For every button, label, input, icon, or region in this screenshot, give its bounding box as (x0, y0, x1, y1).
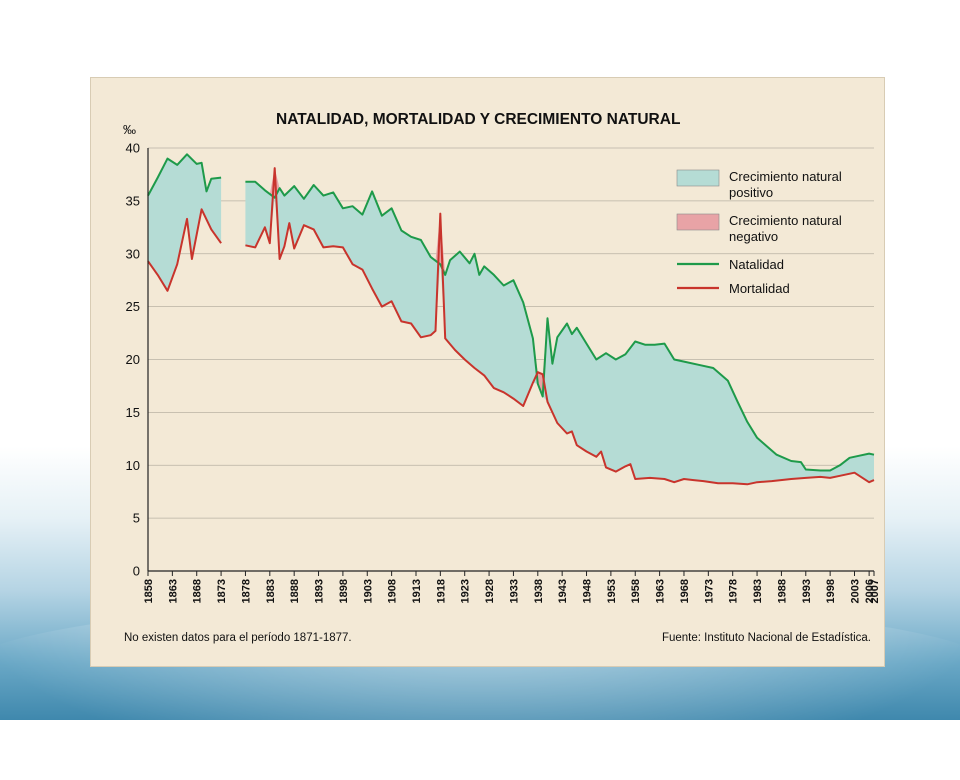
x-tick-label-1943: 1943 (557, 579, 569, 603)
growth-areas (148, 154, 874, 485)
x-tick-label-1933: 1933 (508, 579, 520, 603)
legend-item-crecimiento-natural-positivo-swatch (676, 169, 720, 187)
x-tick-label-1973: 1973 (703, 579, 715, 603)
line-mortalidad-0 (147, 208, 222, 292)
legend-item-natalidad-label: Natalidad (729, 257, 784, 272)
y-tick-label-15: 15 (126, 405, 140, 420)
x-tick-label-1953: 1953 (606, 579, 618, 603)
x-tick-label-1878: 1878 (240, 579, 252, 603)
x-tick-label-1998: 1998 (825, 579, 837, 603)
y-tick-label-0: 0 (133, 564, 140, 579)
x-tick-label-1918: 1918 (435, 579, 447, 603)
x-tick-label-1993: 1993 (801, 579, 813, 603)
line-natalidad-1 (245, 180, 875, 472)
x-tick-label-1858: 1858 (143, 579, 155, 603)
x-tick-label-1978: 1978 (728, 579, 740, 603)
x-tick-label-1948: 1948 (582, 579, 594, 603)
y-tick-label-25: 25 (126, 299, 140, 314)
gridlines (148, 147, 874, 519)
x-tick-label-1938: 1938 (533, 579, 545, 603)
y-axis-unit: ‰ (123, 122, 136, 137)
x-tick-label-2007: 2007 (869, 579, 881, 603)
chart-title: NATALIDAD, MORTALIDAD Y CRECIMIENTO NATU… (276, 111, 680, 128)
y-tick-label-10: 10 (126, 458, 140, 473)
x-tick-label-1898: 1898 (338, 579, 350, 603)
x-tick-label-1893: 1893 (314, 579, 326, 603)
x-tick-label-1958: 1958 (630, 579, 642, 603)
x-tick-label-1913: 1913 (411, 579, 423, 603)
x-tick-label-1928: 1928 (484, 579, 496, 603)
x-tick-label-1868: 1868 (192, 579, 204, 603)
y-tick-labels: 0 5 10 15 20 25 30 35 40 (126, 141, 140, 579)
y-tick-label-35: 35 (126, 193, 140, 208)
x-tick-labels: 1858 1863 1868 1873 1878 1883 1888 1893 1898 1903… (143, 579, 881, 603)
series-lines (147, 153, 875, 486)
chart-canvas: 1858 1863 1868 1873 1878 1883 1888 1893 1898 1903… (123, 111, 881, 644)
axes (147, 148, 875, 576)
chart-source: Fuente: Instituto Nacional de Estadístic… (662, 632, 871, 644)
chart-photo: 1858 1863 1868 1873 1878 1883 1888 1893 1898 1903… (91, 78, 884, 666)
legend-item-crecimiento-natural-negativo-swatch (676, 213, 720, 231)
x-tick-label-2003: 2003 (850, 579, 862, 603)
y-tick-label-40: 40 (126, 141, 140, 156)
area-crecimiento-positivo-1 (245, 181, 874, 485)
x-tick-label-1883: 1883 (265, 579, 277, 603)
x-tick-label-1908: 1908 (387, 579, 399, 603)
x-tick-label-2006: 2006 (864, 579, 876, 603)
y-tick-label-5: 5 (133, 511, 140, 526)
y-tick-label-20: 20 (126, 352, 140, 367)
x-tick-label-1983: 1983 (752, 579, 764, 603)
x-tick-label-1873: 1873 (216, 579, 228, 603)
legend-item-mortalidad-label: Mortalidad (729, 281, 790, 296)
y-tick-label-30: 30 (126, 246, 140, 261)
line-mortalidad-1 (245, 167, 875, 486)
area-crecimiento-positivo-0 (148, 154, 222, 291)
x-tick-label-1888: 1888 (289, 579, 301, 603)
x-tick-label-1963: 1963 (655, 579, 667, 603)
legend: Crecimiento natural positivo Crecimiento n… (676, 169, 842, 296)
legend-item-crecimiento-natural-positivo-label: Crecimiento natural positivo (729, 169, 842, 200)
x-tick-label-1988: 1988 (776, 579, 788, 603)
chart-footnote: No existen datos para el período 1871-18… (124, 632, 352, 644)
x-tick-label-1903: 1903 (362, 579, 374, 603)
x-tick-label-1923: 1923 (460, 579, 472, 603)
x-tick-label-1968: 1968 (679, 579, 691, 603)
legend-item-crecimiento-natural-negativo-label: Crecimiento natural negativo (729, 213, 842, 244)
line-natalidad-0 (147, 153, 222, 197)
x-tick-label-1863: 1863 (167, 579, 179, 603)
